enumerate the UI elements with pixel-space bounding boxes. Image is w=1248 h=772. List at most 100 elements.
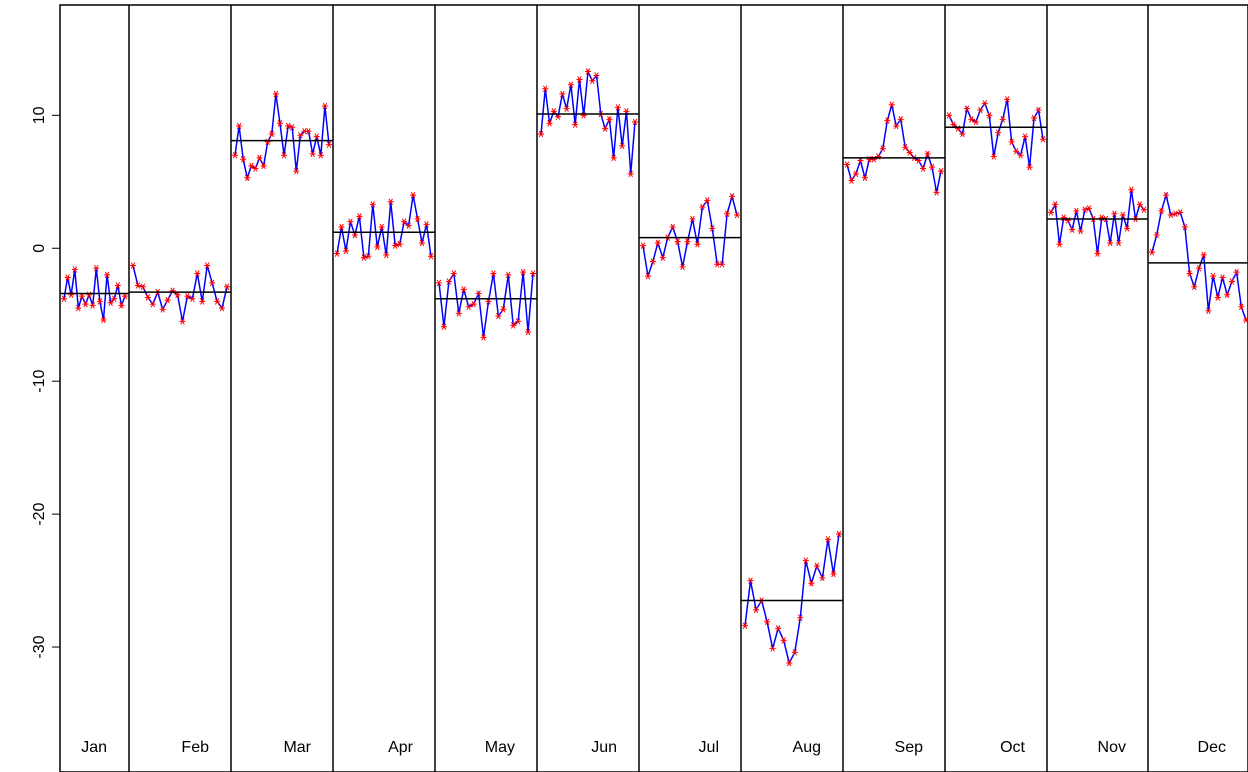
data-point [134,282,141,289]
data-point [111,295,118,303]
data-point [1214,294,1221,301]
month-label: Jan [81,739,107,756]
series-line [336,194,432,259]
data-point [797,614,804,622]
data-point [986,112,993,119]
data-point [1167,211,1174,219]
data-point [204,262,211,269]
data-point [365,252,372,260]
data-point [1224,291,1231,299]
data-point [977,106,984,114]
data-point [1081,206,1088,213]
data-point [1181,223,1188,231]
data-point [455,310,462,317]
data-point [1073,207,1080,215]
data-point [572,121,579,128]
y-tick-label: -20 [31,502,48,525]
data-point [405,222,412,229]
data-point [824,536,831,543]
series-line [948,99,1044,168]
data-point [285,122,292,130]
data-point [289,124,296,131]
data-point [830,570,837,578]
data-point [906,149,913,156]
data-point [1035,106,1042,114]
data-point [884,117,891,124]
data-point [791,649,798,656]
data-point [387,198,394,205]
series-line [1050,189,1145,254]
data-point [689,215,696,223]
data-point [546,120,553,127]
data-point [897,116,904,123]
data-point [465,303,472,311]
data-point [684,238,691,245]
data-point [293,167,300,175]
data-point [139,283,146,291]
data-point [1186,270,1193,277]
data-point [1158,207,1165,215]
data-point [360,254,367,261]
data-point [71,266,78,273]
data-point [470,300,477,308]
data-point [82,300,89,308]
data-point [610,154,617,162]
data-point [199,298,206,305]
series-line [63,268,126,321]
data-point [559,90,566,98]
data-point [1069,226,1076,233]
data-point [107,299,114,307]
data-point [313,133,320,140]
data-point [460,286,467,293]
data-point [260,162,267,170]
data-point [1119,211,1126,219]
data-point [669,223,676,231]
data-point [606,116,613,123]
data-point [450,270,457,277]
data-point [184,292,191,300]
data-point [214,298,221,305]
data-point [445,278,452,285]
month-label: Sep [895,739,924,756]
data-point [1094,250,1101,257]
data-point [505,271,512,279]
data-point [848,177,855,184]
data-point [1163,191,1170,199]
data-point [490,270,497,277]
data-point [1017,151,1024,159]
data-point [679,263,686,271]
data-point [530,270,536,277]
data-point [1172,210,1179,217]
data-point [1141,206,1147,213]
data-point [515,318,522,325]
data-point [981,100,988,107]
data-point [179,318,186,325]
data-point [644,272,651,280]
data-point [189,295,196,303]
data-point [1056,241,1063,248]
data-point [1008,138,1015,146]
data-point [525,328,532,336]
data-point [338,223,345,231]
data-point [495,312,502,320]
data-point [219,304,226,312]
data-point [632,118,638,126]
data-point [1040,136,1046,143]
data-point [309,150,316,158]
series-line [438,271,534,338]
y-tick-label: 0 [31,244,48,253]
data-point [699,203,706,211]
data-point [1115,239,1122,247]
data-point [786,659,793,667]
data-point [780,637,787,644]
data-point [75,304,82,312]
data-point [194,270,201,277]
data-point [149,300,156,308]
data-point [879,145,886,152]
data-point [272,90,279,98]
data-point [542,85,549,93]
data-point [852,170,859,178]
series-line [540,68,636,174]
data-point [209,279,216,287]
